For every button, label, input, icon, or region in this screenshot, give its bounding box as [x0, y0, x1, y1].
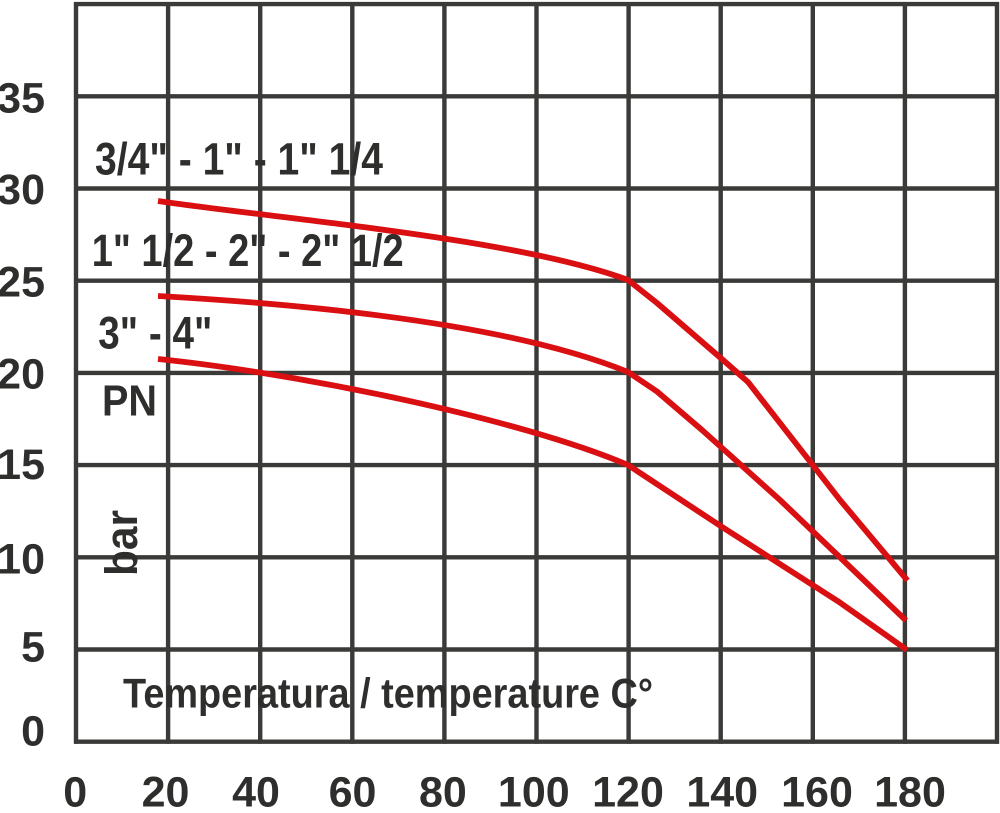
svg-text:Temperatura / temperature C°: Temperatura / temperature C° — [123, 670, 653, 717]
svg-text:80: 80 — [419, 769, 467, 813]
svg-text:40: 40 — [232, 769, 280, 813]
svg-text:30: 30 — [0, 166, 45, 214]
svg-text:35: 35 — [0, 75, 45, 123]
svg-text:3/4" - 1" - 1" 1/4: 3/4" - 1" - 1" 1/4 — [95, 134, 383, 185]
svg-text:100: 100 — [498, 769, 570, 813]
svg-text:1" 1/2 - 2" - 2" 1/2: 1" 1/2 - 2" - 2" 1/2 — [92, 225, 404, 276]
svg-text:0: 0 — [63, 769, 87, 813]
svg-text:10: 10 — [0, 536, 45, 584]
svg-text:bar: bar — [96, 510, 147, 576]
svg-text:140: 140 — [686, 769, 758, 813]
svg-text:160: 160 — [781, 769, 853, 813]
svg-text:15: 15 — [0, 441, 45, 489]
svg-text:3" - 4": 3" - 4" — [98, 308, 212, 359]
svg-text:60: 60 — [329, 769, 377, 813]
svg-text:0: 0 — [21, 708, 45, 756]
svg-text:120: 120 — [592, 769, 664, 813]
svg-text:PN: PN — [102, 377, 157, 426]
svg-text:20: 20 — [0, 351, 45, 399]
svg-text:5: 5 — [21, 624, 45, 672]
svg-text:25: 25 — [0, 259, 45, 307]
svg-text:20: 20 — [142, 769, 190, 813]
svg-text:180: 180 — [874, 769, 946, 813]
